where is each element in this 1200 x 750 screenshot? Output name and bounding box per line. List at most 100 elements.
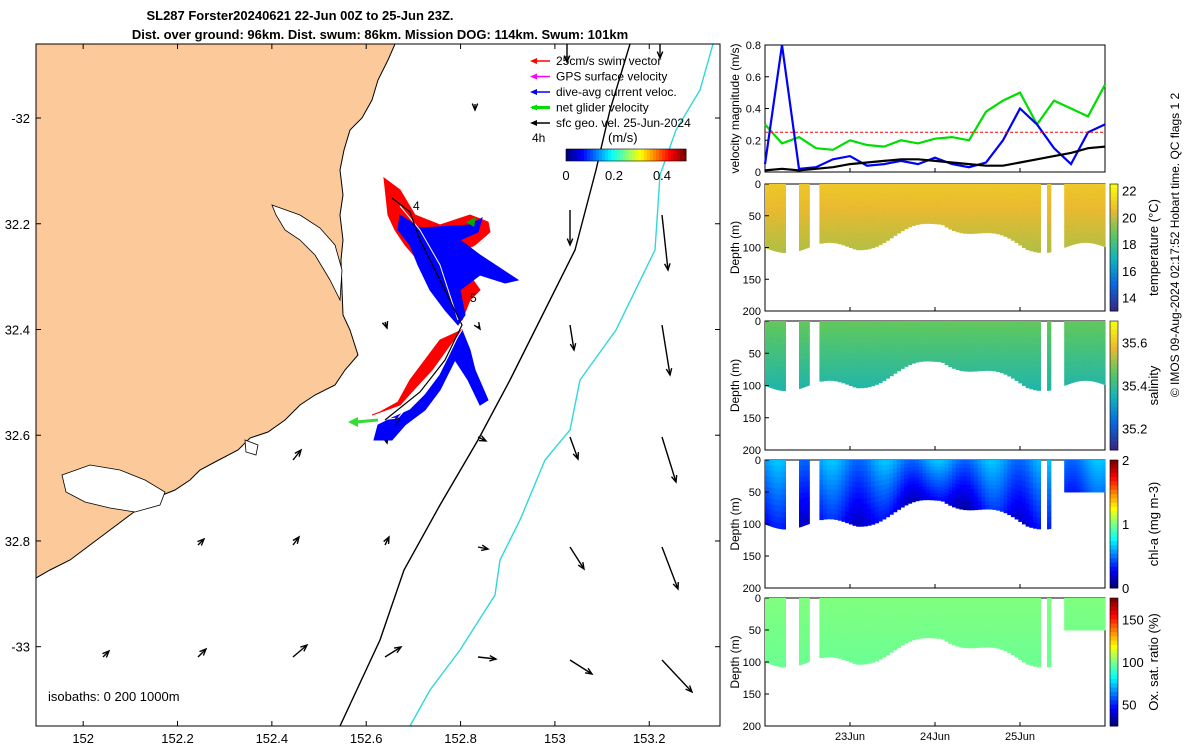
section-cell (911, 211, 916, 216)
geostrophic-arrowhead (478, 435, 488, 442)
section-cell (1025, 227, 1030, 234)
section-cell (970, 229, 975, 234)
section-cell (992, 192, 997, 197)
section-colorbar-cell (1110, 213, 1118, 219)
section-cell (809, 241, 810, 248)
section-cell (1068, 225, 1070, 231)
section-cell (929, 184, 935, 188)
section-cell (863, 222, 868, 229)
section-cell (915, 200, 920, 205)
section-cell (893, 184, 898, 189)
section-cell (907, 209, 913, 214)
section-cell (870, 237, 876, 243)
colorbar-unit: (m/s) (608, 130, 638, 145)
section-cell (809, 220, 810, 227)
section-cell (878, 184, 883, 190)
section-cell (952, 187, 957, 193)
section-cell (1066, 199, 1069, 206)
section-cell (1050, 200, 1052, 207)
colorbar-cell (581, 149, 585, 161)
section-cell (1066, 241, 1068, 247)
geostrophic-arrowhead (672, 581, 679, 591)
section-cell (809, 231, 810, 237)
section-cell (856, 227, 861, 234)
section-cell (863, 243, 868, 250)
section-cell (1033, 184, 1038, 191)
section-cell (992, 200, 997, 205)
section-cell (974, 229, 979, 234)
section-cell (1018, 209, 1023, 215)
section-cell (878, 214, 883, 220)
section-cell (996, 217, 1001, 222)
section-colorbar-cell (1110, 188, 1118, 193)
section-cell (859, 222, 865, 229)
section-cell (937, 200, 942, 205)
section-cell (929, 200, 935, 205)
section-cell (1029, 223, 1034, 229)
section-cell (1064, 210, 1067, 216)
section-cell (885, 188, 890, 194)
section-cell (992, 188, 997, 193)
section-cell (963, 216, 968, 222)
section-cell (1014, 188, 1019, 195)
section-cell (878, 199, 883, 205)
section-cell (940, 207, 946, 212)
section-cell (819, 218, 824, 224)
section-cell (940, 187, 946, 192)
section-colorbar-cell (1110, 289, 1118, 295)
section-cell (918, 210, 924, 215)
section-cell (845, 215, 850, 221)
section-cell (1066, 230, 1069, 237)
section-colorbar-cell (1110, 251, 1118, 257)
section-colorbar-tick-label: 20 (1122, 210, 1136, 225)
section-cell (999, 184, 1005, 189)
geostrophic-arrowhead (473, 321, 481, 331)
section-cell (1068, 204, 1070, 211)
section-cell (974, 225, 979, 230)
section-cell (1066, 236, 1068, 242)
section-cell (999, 200, 1005, 206)
section-cell (830, 198, 835, 204)
section-cell (1068, 235, 1071, 241)
section-cell (1065, 204, 1067, 211)
section-cell (856, 189, 861, 196)
section-cell (955, 184, 960, 189)
section-cell (933, 220, 938, 225)
section-cell (1064, 194, 1066, 201)
section-cell (1066, 210, 1068, 216)
section-cell (819, 228, 824, 234)
section-cell (959, 184, 964, 189)
section-cell (918, 193, 924, 198)
section-cell (845, 194, 850, 200)
section-cell (837, 223, 843, 230)
section-cell (809, 189, 810, 195)
section-cell (785, 332, 786, 339)
section-cell (940, 204, 946, 209)
section-cell (1104, 215, 1106, 221)
section-cell (1068, 189, 1070, 195)
swim-vectors-south (371, 329, 463, 416)
legend-entry: GPS surface velocity (556, 70, 667, 84)
section-cell (955, 211, 960, 217)
map-y-tick-label: 32.2 (5, 217, 30, 232)
section-cell (870, 215, 876, 222)
section-cell (1007, 233, 1012, 239)
section-cell (952, 211, 957, 216)
legend-swatch-head (530, 73, 537, 80)
section-cell (893, 196, 898, 202)
section-cell (940, 211, 946, 216)
section-cell (988, 208, 994, 213)
colorbar-cell (620, 149, 624, 161)
section-cell (826, 227, 832, 234)
section-cell (915, 204, 920, 209)
geostrophic-arrow (661, 214, 669, 271)
section-cell (992, 204, 997, 209)
section-cell (1014, 218, 1019, 224)
section-cell (893, 205, 898, 211)
section-cell (885, 235, 890, 241)
section-cell (882, 213, 887, 219)
section-cell (1066, 220, 1069, 226)
map-x-tick-label: 153.2 (633, 731, 666, 746)
section-cell (841, 184, 846, 190)
section-cell (1010, 221, 1016, 227)
